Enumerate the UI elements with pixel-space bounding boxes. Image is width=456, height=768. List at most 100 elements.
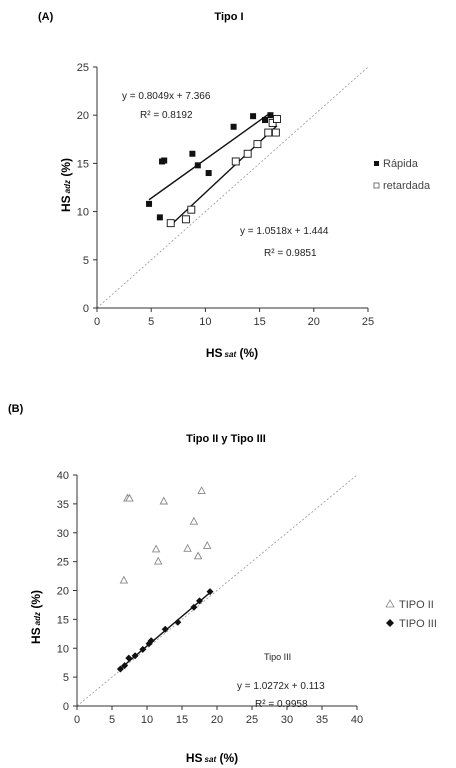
point-rapida: [146, 200, 153, 207]
point-tipo-ii: [119, 575, 129, 584]
y-tick-label: 20: [57, 586, 69, 598]
x-tick-label: 25: [246, 714, 258, 726]
point-tipo-ii: [151, 544, 161, 553]
panel-b-y-ticks: 0 5 10 15 20 25 30 35 40: [57, 470, 77, 713]
x-tick-label: 30: [281, 714, 293, 726]
y-tick-label: 15: [77, 158, 89, 170]
panel-a-legend: Rápida retardada: [373, 158, 431, 192]
point-tipo-ii: [193, 551, 203, 560]
panel-a-fit-lines: [148, 112, 278, 226]
y-tick-label: 25: [77, 62, 89, 74]
y-tick-label: 30: [57, 528, 69, 540]
point-tipo-iii: [147, 637, 155, 645]
panel-a-plot: 0 5 10 15 20 25 0 5 10 15 20 25: [77, 62, 374, 328]
x-tick-label: 20: [308, 316, 320, 328]
point-retardada: [272, 115, 281, 124]
point-retardada: [271, 128, 280, 137]
point-retardada: [231, 157, 240, 166]
point-tipo-ii: [189, 516, 199, 525]
point-tipo-ii: [153, 556, 163, 565]
legend-marker-tipo-iii: [386, 619, 394, 627]
point-tipo-iii: [125, 654, 133, 662]
y-tick-label: 10: [77, 207, 89, 219]
x-tick-label: 15: [176, 714, 188, 726]
panel-a-y-axis-title: HSadz (%): [59, 158, 73, 212]
panel-a-y-ticks: 0 5 10 15 20 25: [77, 62, 97, 315]
trendline-rapida: [148, 112, 271, 201]
point-tipo-iii: [196, 597, 203, 605]
panel-a-title: Tipo I: [214, 11, 243, 23]
panel-a-points: [146, 112, 281, 228]
legend-label-tipo-ii: TIPO II: [399, 599, 434, 611]
y-tick-label: 5: [83, 255, 89, 267]
y-tick-label: 0: [63, 701, 69, 713]
point-retardada: [253, 140, 262, 149]
panel-b: (B) Tipo II y Tipo III 0 5 10 15 20 25 30 35 40 …: [8, 403, 437, 765]
point-retardada: [166, 219, 175, 228]
point-rapida: [267, 112, 274, 119]
panel-b-points: [116, 486, 214, 673]
point-tipo-ii: [183, 543, 192, 552]
point-rapida: [161, 157, 168, 164]
x-tick-label: 40: [351, 714, 363, 726]
y-tick-label: 5: [63, 672, 69, 684]
panel-a-eq1-line1: y = 0.8049x + 7.366: [122, 91, 211, 102]
legend-marker-tipo-ii: [385, 599, 395, 608]
x-tick-label: 5: [109, 714, 115, 726]
point-tipo-ii: [197, 486, 206, 495]
panel-b-legend: TIPO II TIPO III: [385, 599, 437, 630]
point-rapida: [156, 214, 163, 221]
y-tick-label: 35: [57, 499, 69, 511]
x-tick-label: 10: [199, 316, 211, 328]
point-rapida: [205, 170, 212, 177]
panel-a: (A) Tipo I 0 5 10 15 20 25 0 5 10 15 20 25 y = 0.8…: [38, 11, 431, 360]
panel-a-x-ticks: 0 5 10 15 20 25: [94, 308, 374, 328]
y-tick-label: 10: [57, 643, 69, 655]
x-tick-label: 20: [211, 714, 223, 726]
legend-label-rapida: Rápida: [383, 158, 419, 170]
x-tick-label: 5: [148, 316, 154, 328]
point-tipo-iii: [121, 662, 129, 670]
point-rapida: [230, 123, 237, 130]
y-tick-label: 25: [57, 557, 69, 569]
panel-a-reference-line: [96, 66, 369, 309]
panel-b-x-ticks: 0 5 10 15 20 25 30 35 40: [74, 706, 363, 726]
legend-marker-retardada: [373, 182, 380, 189]
point-tipo-ii: [125, 493, 134, 502]
point-retardada: [187, 205, 196, 214]
point-tipo-iii: [131, 652, 139, 660]
x-tick-label: 35: [316, 714, 328, 726]
point-tipo-iii: [139, 645, 147, 653]
point-tipo-ii: [159, 496, 169, 505]
panel-a-x-axis-title: HS sat (%): [206, 346, 258, 360]
legend-label-retardada: retardada: [383, 180, 431, 192]
panel-a-label: (A): [38, 11, 54, 23]
x-tick-label: 10: [141, 714, 153, 726]
panel-a-eq2-line2: R² = 0.9851: [264, 248, 317, 259]
y-tick-label: 0: [83, 303, 89, 315]
point-tipo-iii: [206, 588, 214, 596]
panel-b-label: (B): [8, 403, 24, 415]
legend-marker-rapida: [374, 161, 379, 166]
x-tick-label: 0: [74, 714, 80, 726]
panel-b-plot: 0 5 10 15 20 25 30 35 40 0 5 10 15 20 25 30 35 40: [57, 470, 363, 726]
x-tick-label: 15: [253, 316, 265, 328]
panel-b-eq-line2: R² = 0.9958: [255, 699, 308, 710]
point-tipo-iii: [161, 625, 169, 633]
point-rapida: [194, 162, 201, 169]
legend-label-tipo-iii: TIPO III: [399, 618, 437, 630]
point-tipo-iii: [116, 665, 124, 673]
panel-b-annotation-title: Tipo III: [264, 652, 291, 662]
panel-b-reference-line: [76, 474, 358, 707]
point-rapida: [250, 113, 257, 120]
x-tick-label: 25: [362, 316, 374, 328]
point-retardada: [243, 149, 252, 158]
point-rapida: [189, 150, 196, 157]
panel-b-title: Tipo II y Tipo III: [186, 433, 266, 445]
y-tick-label: 20: [77, 110, 89, 122]
panel-b-eq-line1: y = 1.0272x + 0.113: [237, 681, 325, 692]
panel-b-x-axis-title: HS sat (%): [186, 751, 238, 765]
point-tipo-iii: [190, 603, 198, 611]
point-retardada: [264, 128, 273, 137]
